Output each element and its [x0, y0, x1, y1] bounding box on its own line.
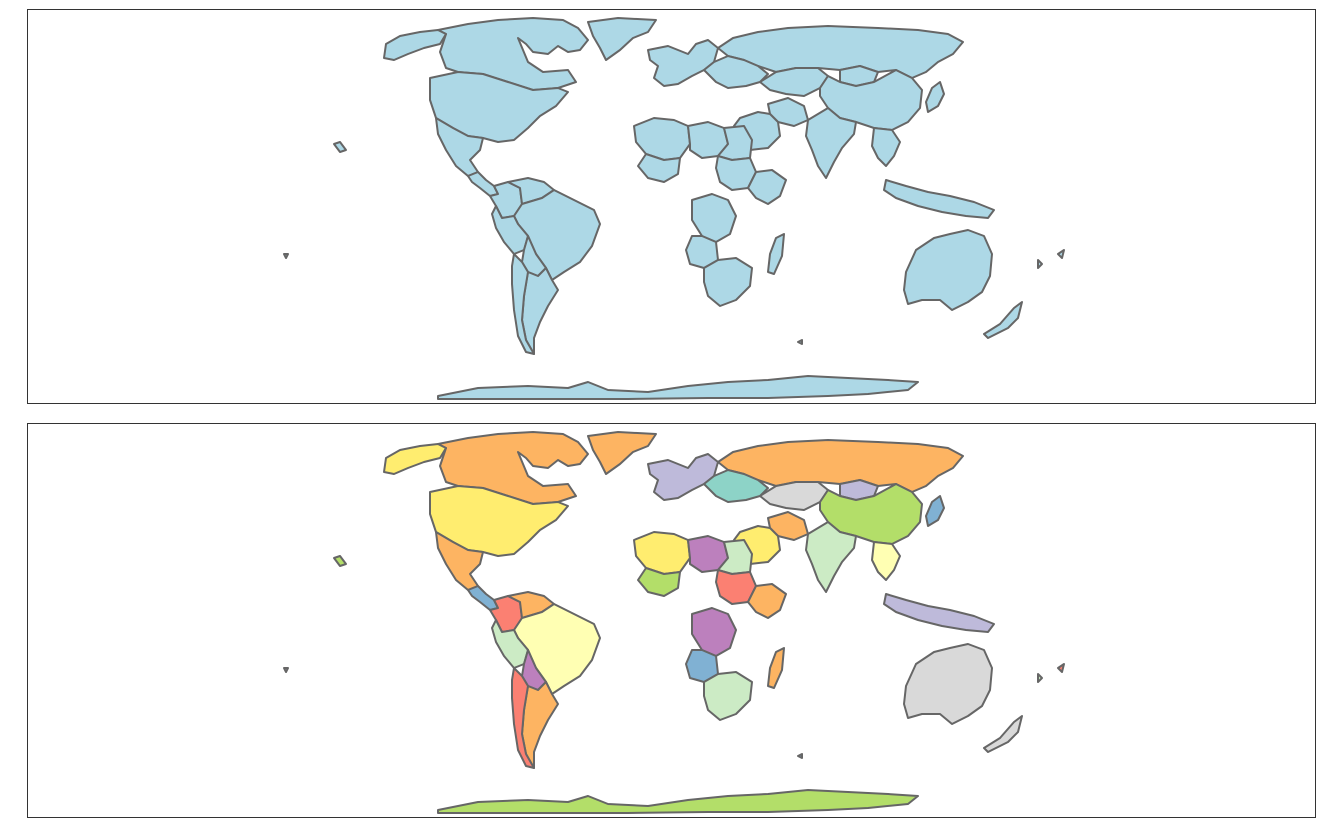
country-mexico	[435, 117, 484, 177]
country-chile	[511, 253, 535, 355]
country-japan	[925, 81, 945, 113]
country-dr-congo	[691, 607, 737, 657]
country-china	[819, 69, 923, 131]
country-new-zealand	[983, 715, 1023, 753]
country-alaska	[383, 443, 447, 475]
country-south-africa	[703, 671, 753, 721]
country-mali	[637, 153, 681, 183]
country-europe-west	[647, 453, 719, 501]
country-australia	[903, 229, 993, 311]
small-island	[333, 141, 347, 153]
country-japan	[925, 495, 945, 527]
country-mali	[637, 567, 681, 597]
country-china	[819, 483, 923, 545]
country-india	[805, 107, 857, 179]
country-ethiopia	[747, 583, 787, 619]
country-russia	[717, 25, 964, 79]
country-mexico	[435, 531, 484, 591]
country-central-america	[467, 585, 499, 611]
country-alaska	[383, 29, 447, 61]
small-island	[1057, 663, 1065, 673]
country-india	[805, 521, 857, 593]
country-europe-west	[647, 39, 719, 87]
country-ethiopia	[747, 169, 787, 205]
small-island	[333, 555, 347, 567]
country-se-asia	[871, 127, 901, 167]
country-australia	[903, 643, 993, 725]
small-island	[1037, 259, 1043, 269]
country-kazakhstan	[759, 481, 829, 511]
country-indonesia	[883, 179, 995, 219]
country-central-america	[467, 171, 499, 197]
country-indonesia	[883, 593, 995, 633]
country-europe-east	[703, 55, 769, 89]
country-new-zealand	[983, 301, 1023, 339]
small-island	[283, 253, 289, 259]
small-island	[283, 667, 289, 673]
country-greenland	[587, 17, 657, 61]
map-panel-uniform	[27, 9, 1316, 404]
country-madagascar	[767, 647, 785, 689]
country-dr-congo	[691, 193, 737, 243]
country-madagascar	[767, 233, 785, 275]
country-chile	[511, 667, 535, 769]
country-antarctica	[437, 789, 919, 814]
country-kazakhstan	[759, 67, 829, 97]
world-map-categorical	[283, 431, 1065, 814]
country-russia	[717, 439, 964, 493]
country-greenland	[587, 431, 657, 475]
country-antarctica	[437, 375, 919, 400]
country-algeria	[633, 117, 691, 161]
country-europe-east	[703, 469, 769, 503]
small-island	[797, 339, 803, 345]
country-south-africa	[703, 257, 753, 307]
small-island	[1057, 249, 1065, 259]
small-island	[797, 753, 803, 759]
country-algeria	[633, 531, 691, 575]
map-panel-categorical	[27, 423, 1316, 818]
small-island	[1037, 673, 1043, 683]
world-map-uniform	[283, 17, 1065, 400]
country-se-asia	[871, 541, 901, 581]
